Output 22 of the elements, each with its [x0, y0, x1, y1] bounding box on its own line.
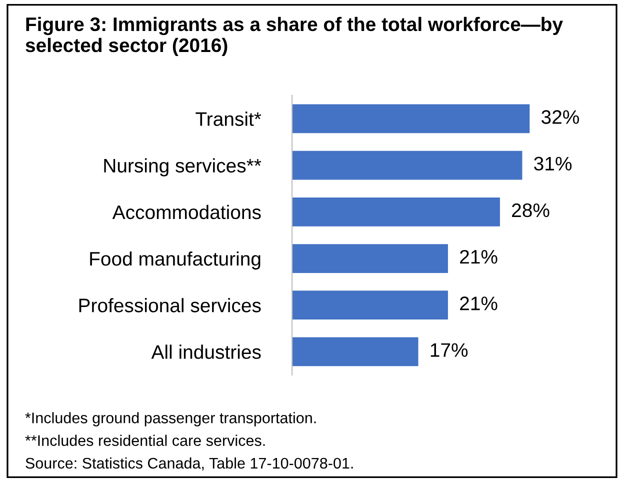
bar — [292, 197, 500, 226]
bar — [292, 290, 448, 320]
source-note: Source: Statistics Canada, Table 17-10-0078-01. — [26, 457, 353, 470]
chart-title: Figure 3: Immigrants as a share of the total workforce—by selected sector (2016) — [26, 16, 563, 56]
data-label: 21% — [460, 250, 498, 264]
bar — [292, 244, 448, 273]
data-label: 28% — [512, 203, 550, 218]
y-tick-label: Professional services — [79, 298, 261, 312]
y-tick-label: Nursing services** — [104, 158, 262, 176]
bar — [292, 150, 522, 180]
data-label: 17% — [430, 343, 468, 357]
data-label: 32% — [542, 110, 579, 124]
data-label: 31% — [534, 156, 572, 171]
bar — [292, 337, 418, 366]
bar — [292, 104, 530, 134]
text: **Includes residential care services. — [25, 434, 265, 446]
y-tick-label: Transit* — [196, 112, 262, 126]
text: *Includes ground passenger transportation. — [25, 412, 316, 426]
y-tick-label: Accommodations — [112, 204, 261, 220]
data-label: 21% — [460, 296, 498, 310]
y-tick-label: Food manufacturing — [90, 251, 260, 270]
y-tick-label: All industries — [151, 344, 261, 359]
